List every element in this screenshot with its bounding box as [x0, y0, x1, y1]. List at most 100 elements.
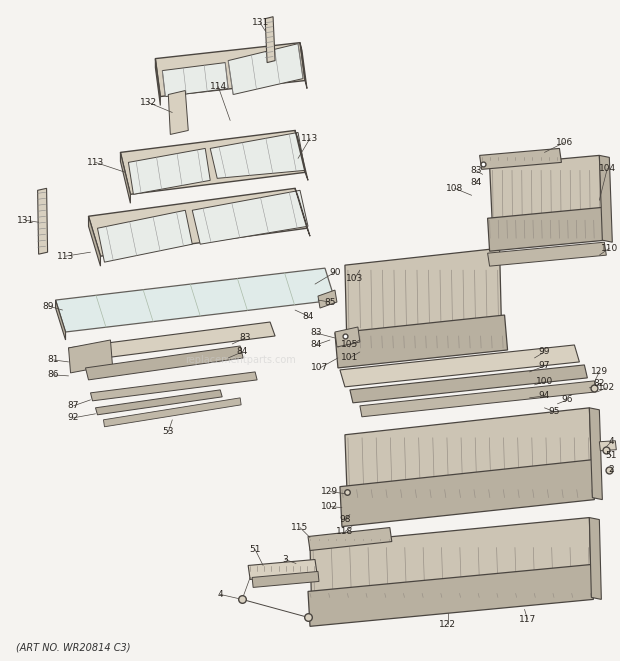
Polygon shape — [120, 130, 305, 194]
Polygon shape — [192, 190, 308, 244]
Polygon shape — [487, 242, 606, 266]
Text: replacementparts.com: replacementparts.com — [185, 355, 296, 365]
Polygon shape — [265, 17, 275, 63]
Polygon shape — [104, 398, 241, 427]
Text: 102: 102 — [598, 383, 615, 393]
Polygon shape — [318, 290, 337, 308]
Polygon shape — [56, 268, 335, 332]
Polygon shape — [252, 572, 319, 588]
Text: 95: 95 — [549, 407, 560, 416]
Polygon shape — [480, 149, 562, 169]
Polygon shape — [156, 43, 305, 97]
Text: (ART NO. WR20814 C3): (ART NO. WR20814 C3) — [16, 642, 130, 652]
Text: 105: 105 — [341, 340, 358, 350]
Text: 96: 96 — [562, 395, 573, 405]
Text: 4: 4 — [218, 590, 223, 599]
Polygon shape — [128, 149, 210, 194]
Polygon shape — [56, 300, 66, 340]
Text: 84: 84 — [310, 340, 322, 350]
Polygon shape — [308, 527, 392, 551]
Text: 83: 83 — [310, 329, 322, 338]
Text: 100: 100 — [536, 377, 553, 387]
Polygon shape — [590, 408, 603, 500]
Polygon shape — [295, 188, 310, 236]
Text: 106: 106 — [556, 138, 573, 147]
Polygon shape — [95, 390, 222, 415]
Polygon shape — [295, 130, 308, 180]
Text: 97: 97 — [539, 362, 550, 370]
Text: 92: 92 — [68, 413, 79, 422]
Text: 51: 51 — [606, 451, 617, 460]
Text: 94: 94 — [539, 391, 550, 401]
Polygon shape — [210, 132, 305, 178]
Polygon shape — [360, 381, 596, 417]
Text: 102: 102 — [321, 502, 339, 511]
Polygon shape — [308, 564, 593, 627]
Polygon shape — [340, 345, 580, 387]
Text: 113: 113 — [57, 252, 74, 260]
Polygon shape — [69, 340, 112, 373]
Text: 87: 87 — [68, 401, 79, 410]
Text: 113: 113 — [87, 158, 104, 167]
Text: 103: 103 — [347, 274, 363, 283]
Text: 3: 3 — [282, 555, 288, 564]
Polygon shape — [310, 518, 591, 621]
Text: 90: 90 — [329, 268, 341, 277]
Text: 81: 81 — [48, 356, 60, 364]
Polygon shape — [335, 315, 508, 368]
Polygon shape — [156, 59, 161, 106]
Text: 122: 122 — [439, 620, 456, 629]
Polygon shape — [340, 459, 595, 527]
Text: 108: 108 — [446, 184, 463, 193]
Polygon shape — [162, 63, 228, 97]
Text: 86: 86 — [48, 370, 60, 379]
Polygon shape — [248, 559, 317, 580]
Polygon shape — [335, 327, 360, 347]
Text: 84: 84 — [236, 348, 248, 356]
Text: 85: 85 — [324, 297, 335, 307]
Text: 118: 118 — [336, 527, 353, 536]
Text: 89: 89 — [43, 301, 55, 311]
Text: 98: 98 — [339, 515, 351, 524]
Text: 101: 101 — [341, 354, 358, 362]
Polygon shape — [600, 155, 613, 242]
Polygon shape — [300, 43, 307, 89]
Text: 83: 83 — [470, 166, 481, 175]
Polygon shape — [89, 216, 100, 266]
Text: 104: 104 — [599, 164, 616, 173]
Polygon shape — [600, 441, 616, 451]
Text: 117: 117 — [519, 615, 536, 624]
Text: 84: 84 — [303, 311, 314, 321]
Polygon shape — [120, 153, 130, 204]
Polygon shape — [168, 91, 188, 134]
Polygon shape — [345, 248, 502, 347]
Text: 114: 114 — [210, 82, 227, 91]
Text: 110: 110 — [601, 244, 618, 253]
Polygon shape — [350, 365, 587, 403]
Polygon shape — [89, 188, 307, 256]
Text: 2: 2 — [608, 465, 614, 474]
Polygon shape — [86, 346, 243, 380]
Text: 84: 84 — [470, 178, 481, 187]
Text: 51: 51 — [249, 545, 261, 554]
Polygon shape — [590, 518, 601, 600]
Text: 82: 82 — [594, 379, 605, 389]
Text: 4: 4 — [608, 437, 614, 446]
Polygon shape — [228, 44, 303, 95]
Polygon shape — [69, 322, 275, 362]
Text: 132: 132 — [140, 98, 157, 107]
Text: 129: 129 — [321, 487, 339, 496]
Text: 131: 131 — [252, 19, 268, 27]
Text: 113: 113 — [301, 134, 319, 143]
Text: 115: 115 — [291, 523, 309, 532]
Polygon shape — [38, 188, 48, 254]
Text: 129: 129 — [591, 368, 608, 376]
Text: 107: 107 — [311, 364, 329, 372]
Polygon shape — [490, 155, 603, 230]
Text: 53: 53 — [162, 427, 174, 436]
Text: 99: 99 — [539, 348, 550, 356]
Text: 131: 131 — [17, 215, 34, 225]
Polygon shape — [91, 372, 257, 401]
Polygon shape — [97, 210, 192, 262]
Text: 83: 83 — [239, 334, 251, 342]
